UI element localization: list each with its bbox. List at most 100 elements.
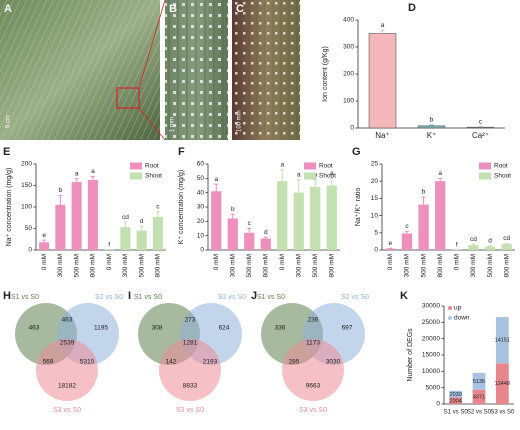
x-tick-label: S2 vs S0 xyxy=(467,410,492,416)
error-bar xyxy=(296,179,301,193)
value-label: 2030 xyxy=(450,392,462,398)
y-tick-label: 15 xyxy=(371,195,379,202)
bar xyxy=(310,186,321,250)
y-tick-label: 0 xyxy=(436,401,440,408)
value-label: 12449 xyxy=(495,381,510,387)
venn-set-label: S3 vs S0 xyxy=(53,407,81,414)
bar xyxy=(484,246,496,250)
error-bar xyxy=(404,230,409,234)
error-bar xyxy=(488,245,493,247)
bar xyxy=(120,227,131,250)
significance-letter: c xyxy=(248,220,252,227)
legend-label: Root xyxy=(494,163,508,170)
legend-label: up xyxy=(454,305,462,312)
error-bar xyxy=(247,228,252,233)
legend-swatch xyxy=(479,162,491,170)
venn-count: 18182 xyxy=(58,383,76,390)
x-tick-label: Ca²⁺ xyxy=(472,131,489,140)
bar xyxy=(136,230,147,250)
bar xyxy=(418,204,429,250)
y-tick-label: 100 xyxy=(343,98,354,105)
bar xyxy=(227,218,238,250)
legend-swatch xyxy=(304,172,316,180)
y-tick-label: 0 xyxy=(200,247,204,254)
y-axis-label: Na⁺ concentration (mg/g) xyxy=(6,168,13,247)
error-bar xyxy=(230,213,235,219)
x-tick-label: 800 mM xyxy=(437,254,444,277)
bar xyxy=(293,192,304,250)
x-tick-label: 0 mM xyxy=(106,254,113,270)
legend-swatch xyxy=(130,172,142,180)
venn-count: 273 xyxy=(185,317,196,324)
x-tick-label: K⁺ xyxy=(427,131,437,140)
venn-set-label: S1 vs S0 xyxy=(257,294,285,301)
venn-count: 1281 xyxy=(183,340,198,347)
significance-letter: a xyxy=(297,171,301,178)
significance-letter: b xyxy=(430,117,434,124)
error-bar xyxy=(280,169,285,182)
error-bar xyxy=(58,194,63,205)
legend-swatch xyxy=(304,162,316,170)
value-label: 4371 xyxy=(473,394,485,400)
bar-segment xyxy=(495,317,509,364)
significance-letter: b xyxy=(231,206,235,213)
significance-letter: c xyxy=(405,223,409,230)
x-tick-label: 800 mM xyxy=(155,254,162,277)
venn-set-label: S3 vs S0 xyxy=(176,407,204,414)
y-tick-label: 10 xyxy=(371,212,379,219)
y-tick-label: 200 xyxy=(343,71,354,78)
significance-letter: b xyxy=(59,187,63,194)
x-tick-label: 500 mM xyxy=(138,254,145,277)
legend-label: Shoot xyxy=(319,173,336,180)
y-tick-label: 5000 xyxy=(426,384,441,391)
significance-letter: d xyxy=(140,218,144,225)
panel-label: J xyxy=(251,290,257,302)
x-tick-label: 800 mM xyxy=(90,254,97,277)
significance-letter: cd xyxy=(503,235,510,242)
y-tick-label: 150 xyxy=(21,182,32,189)
x-tick-label: Na⁺ xyxy=(375,131,389,140)
venn-count: 5310 xyxy=(80,359,95,366)
bar xyxy=(260,238,271,250)
venn-count: 285 xyxy=(289,359,300,366)
x-tick-label: 0 mM xyxy=(41,254,48,270)
y-tick-label: 30 xyxy=(197,204,205,211)
panel-label: A xyxy=(4,3,12,15)
y-tick-label: 400 xyxy=(343,17,354,24)
venn-set xyxy=(159,339,221,401)
x-tick-label: 500 mM xyxy=(246,254,253,277)
y-tick-label: 20000 xyxy=(422,335,440,342)
y-tick-label: 10000 xyxy=(422,368,440,375)
y-tick-label: 10 xyxy=(197,232,205,239)
bar xyxy=(368,33,397,129)
panel-label: H xyxy=(3,290,11,302)
venn-set-label: S3 vs S0 xyxy=(299,407,327,414)
venn-set-label: S2 vs S0 xyxy=(95,294,123,301)
panel-label: G xyxy=(352,146,361,158)
x-tick-label: 500 mM xyxy=(420,254,427,277)
x-tick-label: 0 mM xyxy=(279,254,286,270)
scale-bar-label: 1 mm xyxy=(170,117,176,132)
bar xyxy=(211,191,222,250)
error-bar xyxy=(380,29,385,34)
bar-segment xyxy=(472,389,486,404)
error-bar xyxy=(429,124,434,126)
venn-count: 2539 xyxy=(60,340,75,347)
y-axis-label: K⁺ concentration (mg/g) xyxy=(178,170,185,245)
bar-segment xyxy=(495,363,509,404)
bar xyxy=(501,244,512,250)
venn-count: 3030 xyxy=(326,359,341,366)
venn-count: 1195 xyxy=(94,325,108,332)
panel-label: B xyxy=(169,3,177,15)
y-axis-label: Ion content (g/Kg) xyxy=(322,46,329,102)
legend-label: down xyxy=(454,315,470,322)
significance-letter: c xyxy=(156,203,160,210)
venn-count: 569 xyxy=(43,359,54,366)
bar xyxy=(152,216,163,250)
significance-letter: a xyxy=(438,170,442,177)
panel-label: K xyxy=(400,290,408,302)
panel-label: D xyxy=(408,2,416,14)
y-tick-label: 200 xyxy=(21,161,32,168)
x-tick-label: S3 vs S0 xyxy=(490,410,515,416)
x-tick-label: 300 mM xyxy=(404,254,411,277)
